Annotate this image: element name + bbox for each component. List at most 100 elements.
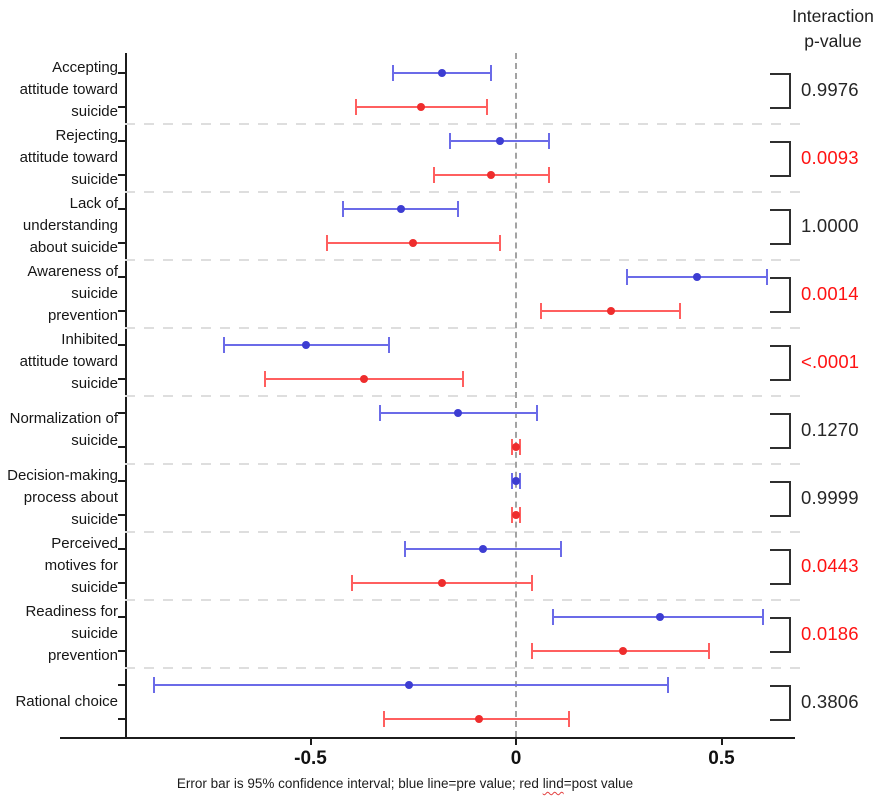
y-axis-tick — [118, 412, 125, 414]
row-separator — [125, 599, 805, 601]
pre-errorbar-cap-right — [761, 609, 764, 625]
pre-errorbar-cap-right — [667, 677, 670, 693]
y-axis-tick — [118, 582, 125, 584]
row-separator — [125, 395, 805, 397]
pre-errorbar-point-marker — [454, 409, 463, 417]
y-axis-tick — [118, 140, 125, 142]
pre-errorbar-cap-left — [510, 473, 513, 489]
interaction-p-value: 0.9999 — [801, 487, 859, 508]
pre-post-bracket — [770, 617, 791, 653]
post-errorbar-cap-left — [510, 507, 513, 523]
y-axis-tick — [118, 514, 125, 516]
pre-errorbar-cap-left — [449, 133, 452, 149]
pre-errorbar-cap-left — [379, 405, 382, 421]
x-axis-tick-label: -0.5 — [294, 748, 327, 769]
pre-errorbar-point-marker — [302, 341, 311, 349]
pre-errorbar-point-marker — [512, 477, 520, 485]
pre-errorbar-cap-right — [457, 201, 460, 217]
interaction-p-value: 0.9976 — [801, 79, 859, 100]
post-errorbar-cap-right — [486, 99, 489, 115]
row-separator — [125, 259, 805, 261]
y-axis-tick — [118, 616, 125, 618]
pre-errorbar-point-marker — [479, 545, 488, 553]
pre-errorbar-cap-right — [765, 269, 768, 285]
y-axis-tick — [118, 72, 125, 74]
pre-errorbar-point-marker — [438, 69, 447, 77]
pre-errorbar-cap-right — [490, 65, 493, 81]
post-errorbar-point-marker — [475, 715, 483, 723]
post-errorbar-cap-left — [264, 371, 267, 387]
pre-post-bracket — [770, 277, 791, 313]
pre-errorbar-cap-left — [153, 677, 156, 693]
interaction-p-value: 0.0093 — [801, 147, 859, 168]
post-errorbar-cap-left — [354, 99, 357, 115]
category-label: Inhibited attitude toward suicide — [19, 331, 118, 392]
pre-post-bracket — [770, 345, 791, 381]
pre-errorbar-cap-right — [387, 337, 390, 353]
pre-errorbar-point-marker — [495, 137, 504, 145]
post-errorbar-cap-right — [679, 303, 682, 319]
row-separator — [125, 463, 805, 465]
post-errorbar-cap-left — [432, 167, 435, 183]
category-label: Readiness for suicide prevention — [25, 603, 118, 664]
x-axis — [60, 737, 795, 739]
pre-errorbar-cap-left — [223, 337, 226, 353]
category-label: Decision-making process about suicide — [7, 467, 118, 528]
interaction-p-value: 0.0186 — [801, 623, 859, 644]
post-errorbar-point-marker — [417, 103, 426, 111]
y-axis-tick — [118, 446, 125, 448]
post-errorbar-cap-right — [547, 167, 550, 183]
caption-text-pre: Error bar is 95% confidence interval; bl… — [176, 776, 543, 791]
pre-post-bracket — [770, 481, 791, 517]
post-errorbar-point-marker — [438, 579, 447, 587]
right-column-header: Interaction p-value — [792, 6, 874, 52]
x-axis-tick — [720, 739, 723, 745]
post-errorbar-cap-right — [519, 507, 522, 523]
post-errorbar-point-marker — [409, 239, 418, 247]
post-errorbar-cap-right — [568, 711, 571, 727]
caption-text-post: =post value — [563, 776, 634, 791]
interaction-p-value: 0.0443 — [801, 555, 859, 576]
post-errorbar-point-marker — [606, 307, 615, 315]
category-label: Lack of understanding about suicide — [22, 195, 118, 256]
row-separator — [125, 123, 805, 125]
pre-errorbar-cap-left — [391, 65, 394, 81]
pre-post-bracket — [770, 73, 791, 109]
category-label: Rational choice — [15, 693, 118, 710]
post-errorbar-cap-right — [531, 575, 534, 591]
pre-errorbar-cap-right — [519, 473, 522, 489]
post-errorbar-cap-right — [708, 643, 711, 659]
row-separator — [125, 667, 805, 669]
pre-errorbar-cap-right — [560, 541, 563, 557]
pre-errorbar-cap-right — [535, 405, 538, 421]
pre-errorbar-cap-left — [404, 541, 407, 557]
y-axis-tick — [118, 650, 125, 652]
pre-post-bracket — [770, 413, 791, 449]
category-label: Rejecting attitude toward suicide — [19, 127, 118, 188]
post-errorbar-point-marker — [487, 171, 496, 179]
y-axis-tick — [118, 106, 125, 108]
post-errorbar-point-marker — [512, 443, 520, 451]
x-axis-tick-label: 0 — [510, 748, 522, 769]
post-errorbar-cap-right — [519, 439, 522, 455]
pre-errorbar-cap-right — [547, 133, 550, 149]
post-errorbar-cap-left — [325, 235, 328, 251]
interaction-p-value: 0.0014 — [801, 283, 859, 304]
row-separator — [125, 191, 805, 193]
y-axis-tick — [118, 344, 125, 346]
y-axis-tick — [118, 718, 125, 720]
row-separator — [125, 327, 805, 329]
pre-errorbar-point-marker — [692, 273, 701, 281]
interaction-p-value: <.0001 — [801, 351, 860, 372]
post-errorbar-cap-right — [498, 235, 501, 251]
interaction-p-value: 0.3806 — [801, 691, 859, 712]
pre-post-bracket — [770, 685, 791, 721]
post-errorbar-point-marker — [618, 647, 627, 655]
y-axis-tick — [118, 174, 125, 176]
interaction-p-value: 0.1270 — [801, 419, 859, 440]
figure-caption: Error bar is 95% confidence interval; bl… — [0, 776, 810, 791]
y-axis-tick — [118, 276, 125, 278]
pre-errorbar-cap-left — [551, 609, 554, 625]
pre-errorbar-point-marker — [655, 613, 664, 621]
